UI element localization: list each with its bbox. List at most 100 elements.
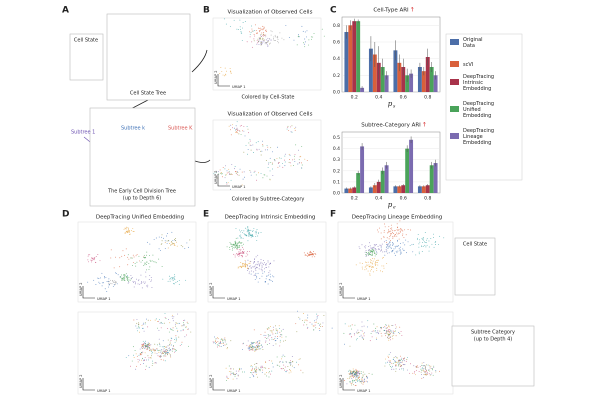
scatter-point bbox=[260, 42, 262, 43]
scatter-point bbox=[365, 250, 367, 252]
scatter-point bbox=[399, 361, 401, 363]
scatter-point bbox=[272, 151, 274, 153]
scatter-point bbox=[264, 174, 266, 176]
scatter-point bbox=[267, 167, 269, 168]
scatter-point bbox=[311, 254, 313, 256]
scatter-point bbox=[172, 243, 174, 245]
scatter-point bbox=[243, 230, 245, 232]
scatter-point bbox=[177, 313, 179, 315]
scatter-point bbox=[282, 328, 284, 330]
scatter-point bbox=[157, 321, 158, 322]
scatter-point bbox=[399, 253, 401, 255]
scatter-point bbox=[252, 144, 254, 146]
scatter-point bbox=[374, 247, 376, 249]
scatter-point bbox=[268, 335, 270, 337]
scatter-point bbox=[375, 337, 377, 339]
scatter-point bbox=[404, 360, 406, 362]
scatter-point bbox=[95, 284, 97, 285]
scatter-point bbox=[352, 379, 354, 381]
scatter-point bbox=[415, 365, 417, 367]
scatter-point bbox=[260, 262, 262, 264]
scatter-point bbox=[240, 236, 242, 238]
scatter-point bbox=[145, 365, 147, 367]
scatter-point bbox=[174, 279, 176, 281]
bar bbox=[433, 75, 438, 92]
scatter-point bbox=[162, 340, 164, 342]
scatter-point bbox=[317, 322, 319, 324]
bar bbox=[384, 75, 389, 92]
scatter-point bbox=[144, 264, 146, 266]
scatter-point bbox=[399, 365, 401, 367]
scatter-point bbox=[261, 42, 263, 44]
scatter-point bbox=[250, 144, 252, 146]
scatter-point bbox=[168, 318, 169, 320]
scatter-point bbox=[395, 250, 397, 252]
scatter-point bbox=[158, 338, 160, 340]
scatter-point bbox=[422, 241, 424, 243]
legend-line: Data bbox=[463, 43, 475, 49]
scatter-point bbox=[354, 385, 356, 386]
scatter-point bbox=[146, 348, 148, 350]
scatter-point bbox=[433, 366, 435, 368]
scatter-point bbox=[147, 349, 149, 350]
scatter-point bbox=[172, 240, 174, 241]
scatter-point bbox=[422, 365, 424, 367]
scatter-point bbox=[266, 44, 268, 46]
scatter-point bbox=[161, 240, 163, 242]
scatter-point bbox=[394, 230, 396, 231]
scatter-point bbox=[142, 346, 144, 348]
scatter-point bbox=[157, 320, 159, 322]
scatter-point bbox=[240, 32, 242, 34]
scatter-point bbox=[398, 232, 400, 234]
scatter-point bbox=[368, 252, 370, 254]
bar bbox=[417, 186, 422, 193]
scatter-point bbox=[225, 73, 226, 75]
scatter-point bbox=[255, 232, 257, 234]
scatter-point bbox=[302, 372, 304, 374]
scatter-point bbox=[370, 247, 372, 249]
scatter-point bbox=[226, 379, 227, 381]
scatter-point bbox=[172, 320, 174, 322]
scatter-point bbox=[230, 134, 232, 136]
scatter-point bbox=[231, 244, 233, 246]
scatter-point bbox=[388, 339, 390, 341]
scatter-point bbox=[371, 330, 373, 332]
scatter-point bbox=[387, 244, 389, 246]
scatter-point bbox=[215, 338, 217, 340]
scatter-point bbox=[217, 338, 219, 340]
scatter-point bbox=[388, 353, 390, 355]
scatter-point bbox=[123, 274, 125, 275]
scatter-point bbox=[99, 282, 101, 284]
scatter-point bbox=[425, 369, 427, 371]
scatter-point bbox=[237, 374, 239, 376]
scatter-point bbox=[97, 277, 99, 279]
panel-label: D bbox=[62, 210, 69, 220]
scatter-point bbox=[363, 332, 365, 334]
bar bbox=[360, 146, 365, 193]
scatter-point bbox=[140, 261, 142, 263]
scatter-point bbox=[270, 161, 272, 163]
scatter-point bbox=[265, 335, 267, 336]
scatter-point bbox=[362, 337, 364, 339]
legend-subtitle: (up to Depth 4) bbox=[474, 337, 512, 343]
scatter-point bbox=[219, 341, 221, 343]
scatter-point bbox=[173, 243, 174, 244]
scatter-point bbox=[386, 329, 387, 331]
scatter-point bbox=[368, 250, 370, 252]
scatter-point bbox=[130, 278, 132, 279]
scatter-point bbox=[262, 28, 264, 30]
scatter-point bbox=[304, 41, 306, 43]
scatter-point bbox=[239, 125, 241, 127]
scatter-point bbox=[147, 345, 149, 347]
scatter-point bbox=[369, 252, 371, 253]
scatter-point bbox=[188, 345, 189, 347]
scatter-point bbox=[376, 252, 378, 254]
scatter-point bbox=[244, 264, 246, 266]
scatter-point bbox=[403, 369, 405, 371]
scatter-point bbox=[270, 34, 272, 36]
scatter-point bbox=[281, 356, 283, 358]
scatter-point bbox=[395, 335, 397, 337]
scatter-point bbox=[127, 227, 129, 229]
scatter-point bbox=[253, 262, 254, 264]
scatter-point bbox=[254, 278, 256, 280]
